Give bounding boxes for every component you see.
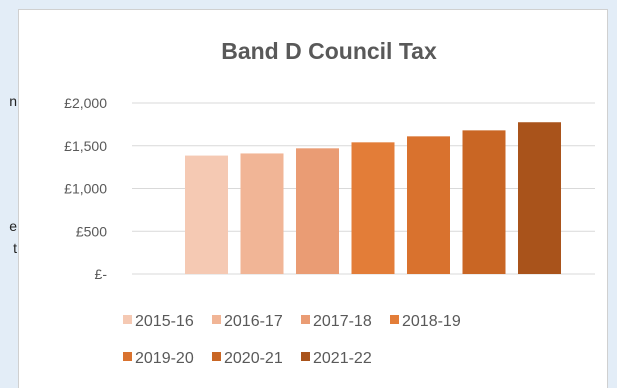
legend-swatch [301, 352, 310, 361]
legend-swatch [212, 352, 221, 361]
legend-swatch [123, 352, 132, 361]
y-tick-label: £500 [76, 223, 107, 239]
side-text-fragment-1: n [9, 93, 17, 109]
bar-2021-22 [518, 122, 561, 274]
legend-label: 2017-18 [313, 313, 372, 330]
y-axis-ticks: £- £500 £1,000 £1,500 £2,000 [64, 95, 107, 282]
y-tick-label: £1,000 [64, 181, 107, 197]
legend-swatch [301, 315, 310, 324]
chart-title: Band D Council Tax [221, 38, 437, 64]
bar-2018-19 [351, 142, 395, 274]
bar-2019-20 [407, 136, 450, 274]
y-tick-label: £2,000 [64, 95, 107, 111]
bar-chart: Band D Council Tax £- £500 £1,000 £1,500 £2,… [64, 38, 595, 367]
legend-swatch [212, 315, 221, 324]
legend: 2015-16 2016-17 2017-18 2018-19 2019-20 2020-… [123, 313, 461, 367]
legend-label: 2016-17 [224, 313, 283, 330]
side-text-fragment-2: e [9, 218, 17, 234]
bar-2016-17 [240, 153, 284, 274]
bar-2017-18 [296, 148, 339, 274]
chart-card: Band D Council Tax £- £500 £1,000 £1,500 £2,… [18, 9, 608, 388]
y-tick-label: £1,500 [64, 138, 107, 154]
legend-label: 2019-20 [135, 350, 194, 367]
legend-swatch [123, 315, 132, 324]
bars [185, 122, 561, 274]
bar-2020-21 [462, 130, 506, 274]
legend-label: 2015-16 [135, 313, 194, 330]
legend-label: 2018-19 [402, 313, 461, 330]
y-tick-label: £- [95, 266, 108, 282]
side-text-fragment-3: t [13, 240, 17, 256]
legend-label: 2021-22 [313, 350, 372, 367]
bar-2015-16 [185, 155, 228, 274]
legend-swatch [390, 315, 399, 324]
legend-label: 2020-21 [224, 350, 283, 367]
